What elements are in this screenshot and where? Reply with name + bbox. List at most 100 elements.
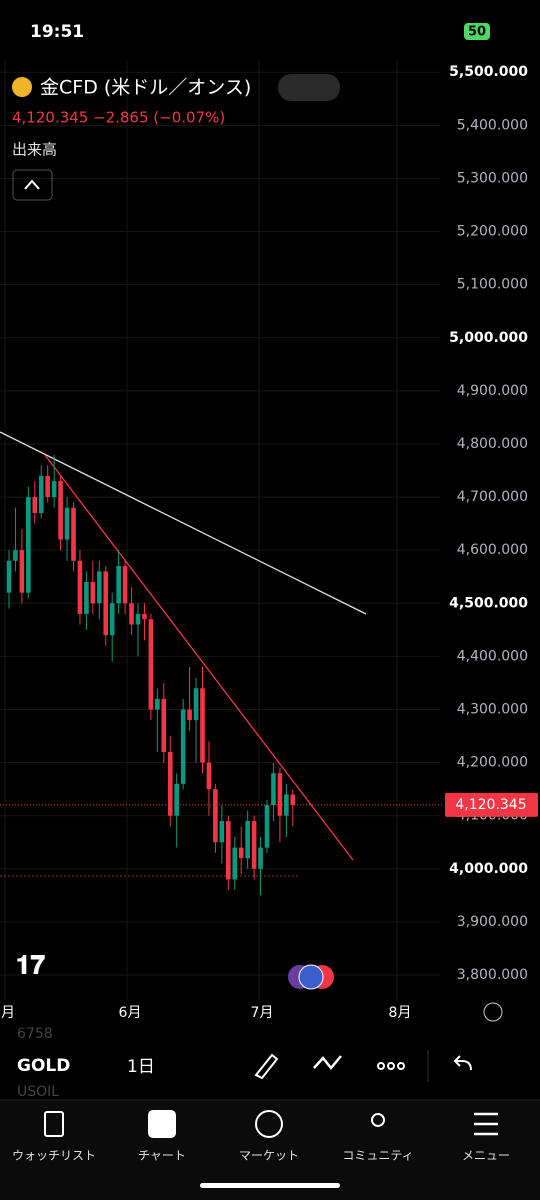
- collapse-button[interactable]: [12, 169, 53, 201]
- y-tick-label: 4,600.000: [457, 542, 528, 558]
- candle-body: [290, 794, 296, 806]
- price-tag-label: 4,120.345: [455, 797, 526, 813]
- y-tick-label: 4,800.000: [457, 436, 528, 452]
- candle-body: [174, 783, 179, 816]
- candle-body: [245, 821, 250, 859]
- candle-body: [251, 821, 257, 869]
- candle-body: [193, 688, 199, 721]
- candle-body: [129, 603, 134, 625]
- candle-body: [71, 507, 76, 561]
- x-tick-label: 月: [1, 1005, 15, 1021]
- symbol-title: 金CFD (米ドル／オンス): [40, 77, 251, 99]
- tab-icon[interactable]: [474, 1112, 498, 1136]
- candle-body: [109, 603, 115, 636]
- candle-body: [116, 566, 121, 604]
- tab-icon[interactable]: [371, 1113, 385, 1127]
- candle-body: [142, 613, 147, 620]
- y-tick-label: 3,800.000: [457, 967, 528, 983]
- volume-label: 出来高: [12, 141, 57, 159]
- battery-level: 50: [468, 25, 486, 40]
- candle-body: [77, 560, 83, 614]
- y-tick-label: 4,700.000: [457, 489, 528, 505]
- chevron: [24, 179, 40, 190]
- candles: [6, 454, 296, 896]
- candle-body: [187, 709, 192, 721]
- candle-body: [84, 582, 89, 614]
- candle-body: [232, 847, 238, 880]
- tab-label[interactable]: コミュニティ: [342, 1149, 413, 1163]
- candle-body: [167, 751, 173, 816]
- tv-logo: 𝟏𝟕: [16, 951, 45, 981]
- candle-body: [206, 762, 212, 790]
- candle-body: [45, 475, 50, 498]
- tab-icon[interactable]: [255, 1110, 283, 1138]
- candle-body: [38, 475, 44, 514]
- y-tick-label: 3,900.000: [457, 914, 528, 930]
- symbol-icon: [12, 77, 32, 97]
- candle-body: [19, 550, 25, 593]
- home-indicator: [200, 1183, 340, 1188]
- x-tick-label: 6月: [119, 1005, 142, 1021]
- candle-body: [219, 821, 225, 843]
- candle-body: [51, 481, 57, 498]
- battery-icon: [464, 23, 490, 40]
- tab-label[interactable]: ウォッチリスト: [12, 1149, 96, 1163]
- candle-body: [64, 507, 70, 540]
- more-icon[interactable]: [377, 1062, 405, 1070]
- price-tag: [445, 792, 538, 817]
- tab-label[interactable]: チャート: [138, 1149, 186, 1163]
- candle-body: [226, 821, 231, 880]
- candle-body: [6, 560, 12, 593]
- candle-body: [271, 773, 276, 806]
- candle-body: [148, 619, 154, 710]
- tabs: ウォッチリスト チャート マーケット コミュニティ メニュー: [12, 1149, 510, 1163]
- y-tick-label: 5,200.000: [457, 224, 528, 240]
- candle-body: [161, 698, 167, 752]
- y-tick-label: 4,000.000: [449, 861, 528, 877]
- tab-label[interactable]: メニュー: [462, 1149, 510, 1163]
- price-change: −2.865 (−0.07%): [93, 109, 225, 127]
- candle-body: [103, 571, 109, 636]
- y-tick-label: 4,200.000: [457, 755, 528, 771]
- candle-body: [97, 571, 102, 604]
- clock: 19:51: [30, 22, 84, 42]
- toolbar-interval[interactable]: 1日: [127, 1057, 155, 1077]
- x-tick-label: 7月: [251, 1005, 274, 1021]
- event-icon[interactable]: [298, 964, 324, 990]
- behind-text: 6758: [17, 1026, 53, 1042]
- indicator-icon[interactable]: [313, 1055, 342, 1070]
- last-price: 4,120.345: [12, 109, 88, 127]
- draw-icon[interactable]: [254, 1053, 279, 1080]
- candle-body: [58, 481, 63, 540]
- tab-label[interactable]: マーケット: [239, 1149, 299, 1163]
- trend-line: [44, 454, 354, 861]
- candle-body: [264, 805, 270, 848]
- candle-body: [200, 688, 205, 763]
- candle-body: [90, 582, 96, 604]
- candle-body: [155, 698, 160, 710]
- candle-body: [26, 497, 31, 593]
- badge: [278, 74, 340, 101]
- candle-body: [258, 847, 263, 869]
- candle-body: [284, 794, 289, 816]
- candle-body: [32, 497, 38, 514]
- behind-text: USOIL: [17, 1084, 59, 1100]
- candle-body: [13, 550, 18, 561]
- candle-body: [238, 847, 244, 859]
- candle-body: [213, 789, 218, 843]
- y-tick-label: 4,400.000: [457, 648, 528, 664]
- toolbar-symbol[interactable]: GOLD: [17, 1056, 70, 1076]
- y-tick-label: 5,500.000: [449, 64, 528, 80]
- undo-icon[interactable]: [453, 1055, 472, 1071]
- y-tick-label: 5,300.000: [457, 170, 528, 186]
- y-tick-label: 5,400.000: [457, 117, 528, 133]
- settings-icon[interactable]: [483, 1002, 503, 1022]
- tab-icon[interactable]: [148, 1110, 176, 1138]
- candle-body: [277, 773, 283, 816]
- tab-icon[interactable]: [44, 1111, 64, 1137]
- y-tick-label: 4,500.000: [449, 595, 528, 611]
- y-tick-label: 5,100.000: [457, 277, 528, 293]
- candle-body: [135, 613, 141, 625]
- candle-body: [122, 566, 128, 604]
